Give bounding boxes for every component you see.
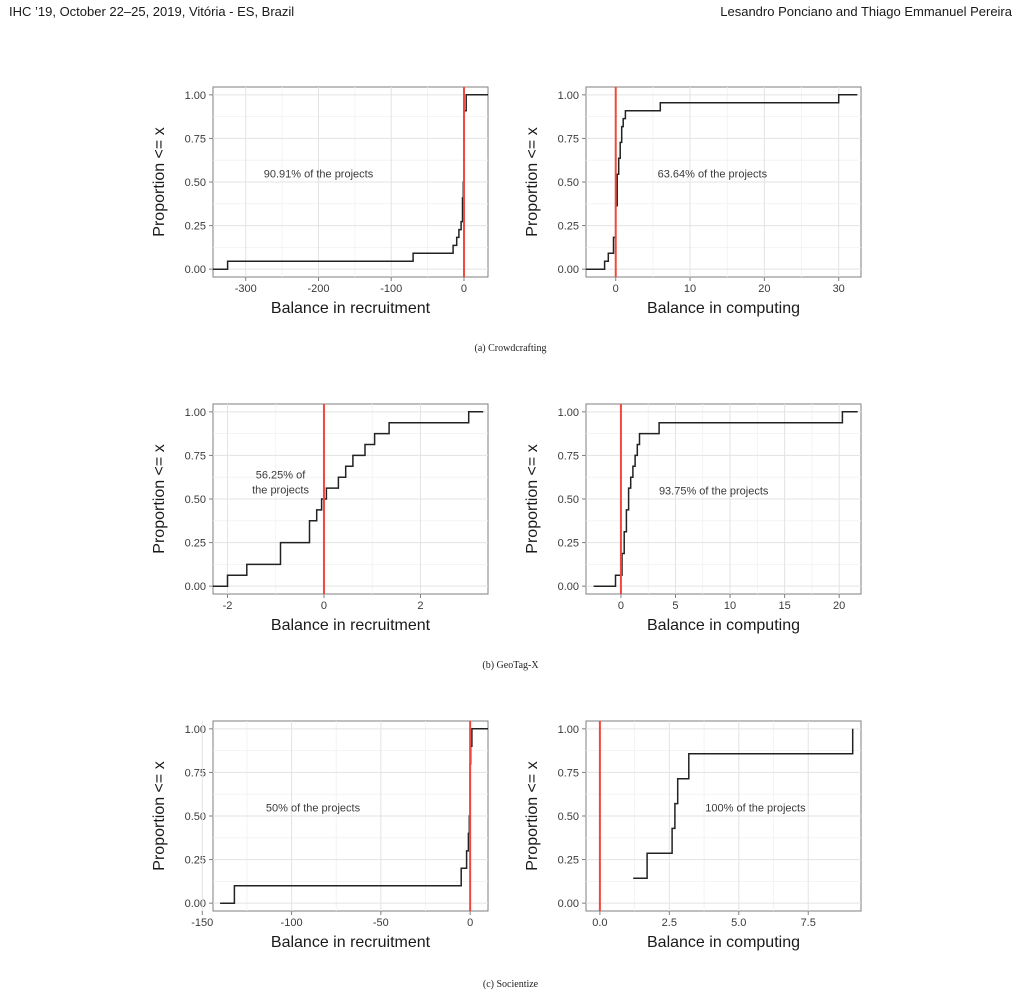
x-tick-label: 10 xyxy=(724,600,736,612)
chart-crowdcrafting-recruitment: 0.00 0.25 0.50 0.75 1.00 -300 -200 -100 0 90.91% … xyxy=(148,80,498,325)
y-tick-label: 0.00 xyxy=(558,264,579,276)
y-tick-label: 0.75 xyxy=(185,133,206,145)
y-tick-label: 1.00 xyxy=(558,90,579,102)
y-tick-label: 0.25 xyxy=(185,538,206,550)
chart-svg: 0.00 0.25 0.50 0.75 1.00 -2 0 2 56.25% of the pro… xyxy=(151,403,489,634)
conference-header: IHC ’19, October 22–25, 2019, Vitória - … xyxy=(9,4,295,19)
chart-svg: 0.00 0.25 0.50 0.75 1.00 -300 -200 -100 0 90.91% … xyxy=(151,86,489,317)
chart-geotag-recruitment: 0.00 0.25 0.50 0.75 1.00 -2 0 2 56.25% of the pro… xyxy=(148,397,498,642)
y-axis-title: Proportion <= x xyxy=(524,444,541,553)
chart-svg: 0.00 0.25 0.50 0.75 1.00 -150 -100 -50 0 50% of t… xyxy=(151,720,489,951)
x-tick-label: -2 xyxy=(223,600,233,612)
annotation-text: 93.75% of the projects xyxy=(659,485,769,497)
annotation-text: 90.91% of the projects xyxy=(264,168,374,180)
caption-geotag: (b) GeoTag-X xyxy=(482,660,539,671)
x-tick-label: -200 xyxy=(307,283,329,295)
x-tick-label: 7.5 xyxy=(801,917,816,929)
cdf-line xyxy=(593,411,858,587)
x-tick-label: 15 xyxy=(778,600,790,612)
y-tick-label: 1.00 xyxy=(558,724,579,736)
y-tick-label: 0.50 xyxy=(558,811,579,823)
y-tick-label: 0.50 xyxy=(185,811,206,823)
y-tick-label: 0.50 xyxy=(185,494,206,506)
y-tick-label: 0.75 xyxy=(558,133,579,145)
x-tick-label: -50 xyxy=(373,917,389,929)
caption-crowdcrafting: (a) Crowdcrafting xyxy=(474,343,547,354)
y-tick-label: 1.00 xyxy=(558,407,579,419)
authors-header: Lesandro Ponciano and Thiago Emmanuel Pe… xyxy=(720,4,1012,19)
y-tick-label: 0.00 xyxy=(185,581,206,593)
annotation-text: 50% of the projects xyxy=(266,802,361,814)
x-axis-title: Balance in computing xyxy=(647,934,800,951)
y-tick-label: 0.00 xyxy=(558,581,579,593)
y-tick-label: 0.25 xyxy=(185,855,206,867)
y-tick-label: 0.25 xyxy=(558,221,579,233)
chart-crowdcrafting-computing: 0.00 0.25 0.50 0.75 1.00 0 10 20 30 63.64% of the… xyxy=(521,80,871,325)
y-axis-title: Proportion <= x xyxy=(151,127,168,236)
chart-svg: 0.00 0.25 0.50 0.75 1.00 0 10 20 30 63.64% of the… xyxy=(524,86,862,317)
y-tick-label: 1.00 xyxy=(185,90,206,102)
x-tick-label: 5 xyxy=(672,600,678,612)
x-axis-title: Balance in computing xyxy=(647,300,800,317)
chart-geotag-computing: 0.00 0.25 0.50 0.75 1.00 0 5 10 15 20 93.75% of th… xyxy=(521,397,871,642)
y-tick-label: 0.50 xyxy=(558,494,579,506)
x-tick-label: -150 xyxy=(191,917,213,929)
annotation-text: 100% of the projects xyxy=(705,802,806,814)
y-tick-label: 0.75 xyxy=(558,767,579,779)
chart-socientize-recruitment: 0.00 0.25 0.50 0.75 1.00 -150 -100 -50 0 50% of t… xyxy=(148,714,498,959)
x-tick-label: -300 xyxy=(235,283,257,295)
chart-svg: 0.00 0.25 0.50 0.75 1.00 0.0 2.5 5.0 7.5 100% of … xyxy=(524,720,862,951)
annotation-text: 56.25% of xyxy=(256,470,306,482)
y-tick-label: 0.50 xyxy=(558,177,579,189)
y-tick-label: 1.00 xyxy=(185,407,206,419)
y-tick-label: 0.50 xyxy=(185,177,206,189)
x-axis-title: Balance in recruitment xyxy=(271,934,431,951)
x-tick-label: 30 xyxy=(833,283,845,295)
y-tick-label: 1.00 xyxy=(185,724,206,736)
x-tick-label: 20 xyxy=(758,283,770,295)
x-tick-label: 0 xyxy=(467,917,473,929)
x-tick-label: 0.0 xyxy=(592,917,607,929)
x-tick-label: -100 xyxy=(380,283,402,295)
x-tick-label: 0 xyxy=(618,600,624,612)
x-tick-label: 0 xyxy=(613,283,619,295)
y-axis-title: Proportion <= x xyxy=(151,444,168,553)
y-tick-label: 0.00 xyxy=(185,264,206,276)
chart-svg: 0.00 0.25 0.50 0.75 1.00 0 5 10 15 20 93.75% of th… xyxy=(524,403,862,634)
caption-socientize: (c) Socientize xyxy=(482,979,539,990)
cdf-line xyxy=(633,728,854,879)
y-tick-label: 0.25 xyxy=(185,221,206,233)
x-tick-label: 20 xyxy=(833,600,845,612)
y-tick-label: 0.25 xyxy=(558,538,579,550)
y-tick-label: 0.75 xyxy=(558,450,579,462)
y-tick-label: 0.75 xyxy=(185,767,206,779)
y-axis-title: Proportion <= x xyxy=(524,761,541,870)
y-axis-title: Proportion <= x xyxy=(524,127,541,236)
x-tick-label: 10 xyxy=(684,283,696,295)
cdf-line xyxy=(213,411,484,587)
x-axis-title: Balance in recruitment xyxy=(271,617,431,634)
x-tick-label: -100 xyxy=(281,917,303,929)
x-axis-title: Balance in computing xyxy=(647,617,800,634)
annotation-text: 63.64% of the projects xyxy=(658,168,768,180)
x-axis-title: Balance in recruitment xyxy=(271,300,431,317)
x-tick-label: 5.0 xyxy=(731,917,746,929)
y-tick-label: 0.00 xyxy=(558,898,579,910)
y-tick-label: 0.25 xyxy=(558,855,579,867)
annotation-text: the projects xyxy=(252,485,309,497)
x-tick-label: 0 xyxy=(321,600,327,612)
y-tick-label: 0.75 xyxy=(185,450,206,462)
x-tick-label: 2.5 xyxy=(662,917,677,929)
y-tick-label: 0.00 xyxy=(185,898,206,910)
cdf-line xyxy=(586,94,858,270)
chart-socientize-computing: 0.00 0.25 0.50 0.75 1.00 0.0 2.5 5.0 7.5 100% of … xyxy=(521,714,871,959)
x-tick-label: 2 xyxy=(417,600,423,612)
y-axis-title: Proportion <= x xyxy=(151,761,168,870)
x-tick-label: 0 xyxy=(461,283,467,295)
